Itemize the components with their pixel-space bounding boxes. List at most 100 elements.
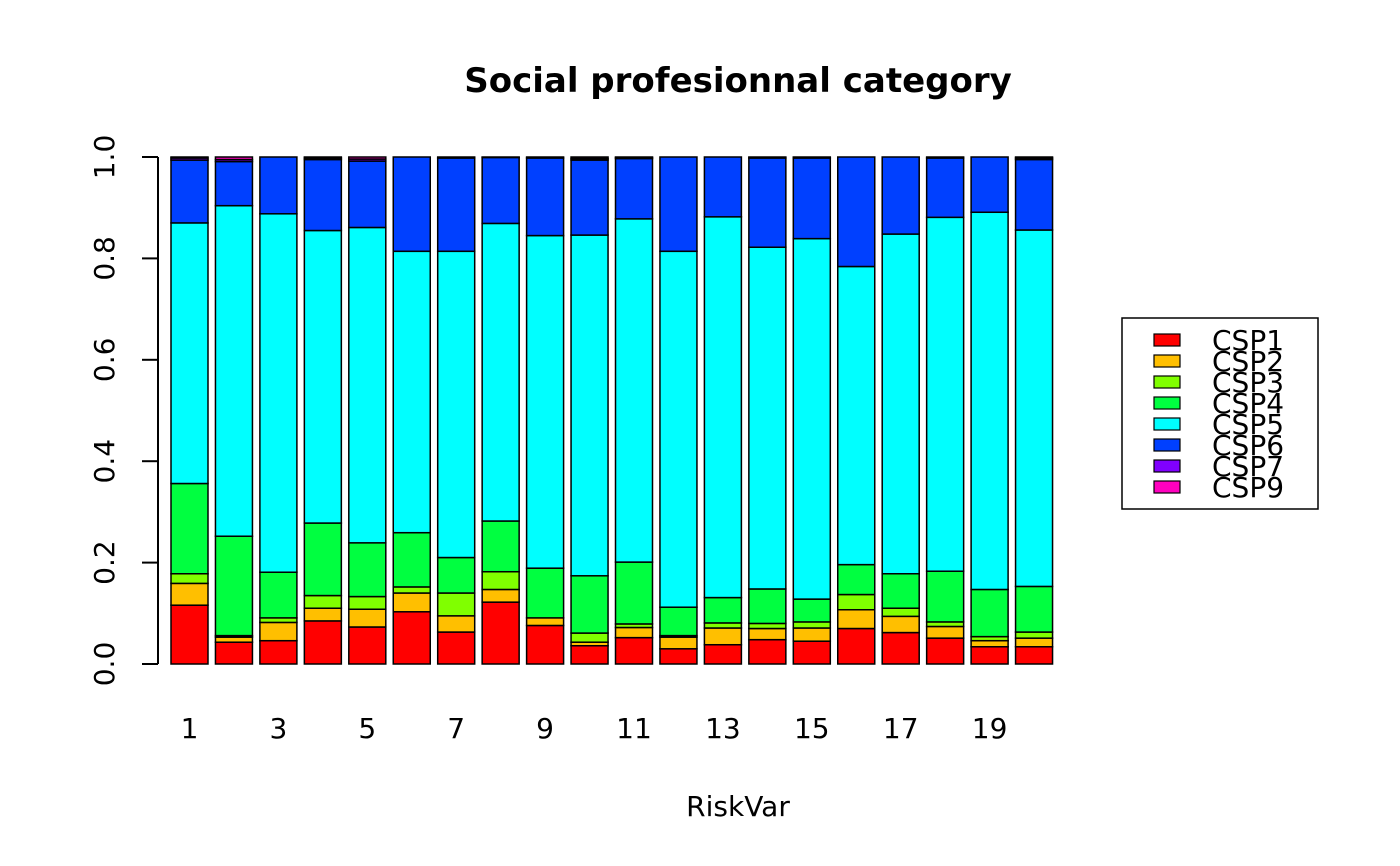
bar-segment-csp2-4 — [303, 607, 343, 622]
bar-segment-csp3-7 — [436, 592, 476, 617]
bar-segment-csp1-16 — [837, 627, 876, 665]
bar-segment-csp5-20 — [1014, 229, 1054, 588]
bar-segment-csp4-6 — [392, 531, 431, 588]
bar-segment-csp7-14 — [748, 156, 787, 159]
bar-segment-csp4-8 — [481, 520, 520, 573]
x-tick-label: 1 — [181, 712, 199, 745]
bar-segment-csp3-8 — [481, 570, 520, 591]
bar-segment-csp6-8 — [481, 156, 520, 225]
bar-segment-csp9-5 — [348, 156, 387, 160]
bar-segment-csp1-18 — [925, 637, 965, 665]
bar-segment-csp5-9 — [525, 234, 565, 569]
bar-segment-csp6-19 — [970, 156, 1009, 214]
legend-label-csp6: CSP6 — [1212, 429, 1284, 462]
x-axis-label: RiskVar — [686, 790, 790, 823]
y-tick-label: 0.4 — [88, 439, 121, 484]
legend-swatch-csp3 — [1153, 375, 1181, 389]
bar-segment-csp6-4 — [303, 158, 343, 232]
x-tick-label: 15 — [794, 712, 830, 745]
y-tick-label: 0.6 — [88, 338, 121, 383]
bar-segment-csp5-13 — [703, 216, 743, 599]
bar-segment-csp9-11 — [614, 156, 654, 159]
bar-segment-csp6-13 — [703, 156, 743, 218]
bar-segment-csp5-6 — [392, 250, 431, 534]
x-tick-label: 3 — [269, 712, 287, 745]
legend-swatch-csp2 — [1153, 354, 1181, 368]
bar-segment-csp6-15 — [792, 157, 832, 240]
bar-segment-csp4-18 — [925, 570, 965, 623]
bar-segment-csp6-5 — [348, 160, 387, 229]
bar-segment-csp3-15 — [792, 621, 832, 629]
legend-swatch-csp4 — [1153, 396, 1181, 410]
bar-segment-csp2-9 — [525, 617, 565, 627]
x-tick-label: 5 — [358, 712, 376, 745]
bar-segment-csp1-19 — [970, 646, 1009, 665]
bar-segment-csp9-1 — [170, 156, 209, 159]
bar-segment-csp6-10 — [570, 159, 609, 236]
bar-segment-csp5-5 — [348, 226, 387, 544]
bar-segment-csp4-12 — [659, 606, 698, 637]
bar-segment-csp7-15 — [792, 156, 832, 159]
bar-segment-csp5-16 — [837, 265, 876, 566]
bar-segment-csp2-14 — [748, 627, 787, 641]
bar-segment-csp4-5 — [348, 542, 387, 598]
bar-segment-csp6-12 — [659, 156, 698, 253]
bar-segment-csp4-11 — [614, 561, 654, 625]
bar-segment-csp5-11 — [614, 218, 654, 563]
bar-segment-csp4-17 — [881, 573, 920, 609]
legend-swatch-csp1 — [1153, 333, 1181, 347]
bar-segment-csp5-19 — [970, 211, 1009, 591]
bar-segment-csp4-10 — [570, 575, 609, 634]
x-tick-label: 13 — [705, 712, 741, 745]
x-tick-label: 17 — [883, 712, 919, 745]
bar-segment-csp1-10 — [570, 644, 609, 665]
bar-segment-csp2-6 — [392, 592, 431, 613]
bar-segment-csp5-8 — [481, 222, 520, 522]
legend-label-csp4: CSP4 — [1212, 387, 1284, 420]
bar-segment-csp4-13 — [703, 596, 743, 624]
legend-box — [1121, 317, 1319, 510]
bar-segment-csp5-17 — [881, 233, 920, 575]
bar-segment-csp2-15 — [792, 627, 832, 642]
bar-segment-csp3-13 — [703, 622, 743, 629]
bar-segment-csp3-20 — [1014, 631, 1054, 639]
bar-segment-csp5-18 — [925, 216, 965, 572]
bar-segment-csp3-4 — [303, 594, 343, 609]
bars-group — [170, 156, 1054, 665]
chart-title: Social profesionnal category — [464, 61, 1012, 101]
legend-label-csp9: CSP9 — [1212, 471, 1284, 504]
bar-segment-csp5-1 — [170, 222, 209, 485]
bar-segment-csp5-4 — [303, 229, 343, 524]
legend-label-csp3: CSP3 — [1212, 366, 1284, 399]
legend-label-csp2: CSP2 — [1212, 345, 1284, 378]
bar-segment-csp4-3 — [259, 571, 298, 619]
bar-segment-csp5-7 — [436, 250, 476, 559]
legend-swatch-csp9 — [1153, 480, 1181, 494]
bar-segment-csp1-17 — [881, 631, 920, 665]
bar-segment-csp4-14 — [748, 588, 787, 625]
bar-segment-csp9-2 — [214, 156, 254, 161]
bar-segment-csp4-1 — [170, 482, 209, 575]
bar-segment-csp1-6 — [392, 611, 431, 665]
bar-segment-csp5-10 — [570, 234, 609, 577]
bar-segment-csp2-2 — [214, 636, 254, 643]
bar-segment-csp1-4 — [303, 620, 343, 665]
bar-segment-csp7-7 — [436, 156, 476, 159]
bar-segment-csp1-20 — [1014, 646, 1054, 665]
bar-segment-csp1-3 — [259, 639, 298, 665]
bar-segment-csp4-9 — [525, 567, 565, 619]
bar-segment-csp6-16 — [837, 156, 876, 268]
legend-swatch-csp7 — [1153, 459, 1181, 473]
y-tick-label: 1.0 — [88, 135, 121, 180]
bar-segment-csp6-11 — [614, 157, 654, 220]
bar-segment-csp2-17 — [881, 615, 920, 634]
bar-segment-csp6-1 — [170, 159, 209, 224]
bar-segment-csp6-6 — [392, 156, 431, 253]
x-tick-label: 9 — [536, 712, 554, 745]
bar-segment-csp9-10 — [570, 156, 609, 160]
bar-segment-csp3-6 — [392, 586, 431, 594]
bar-segment-csp2-8 — [481, 588, 520, 603]
